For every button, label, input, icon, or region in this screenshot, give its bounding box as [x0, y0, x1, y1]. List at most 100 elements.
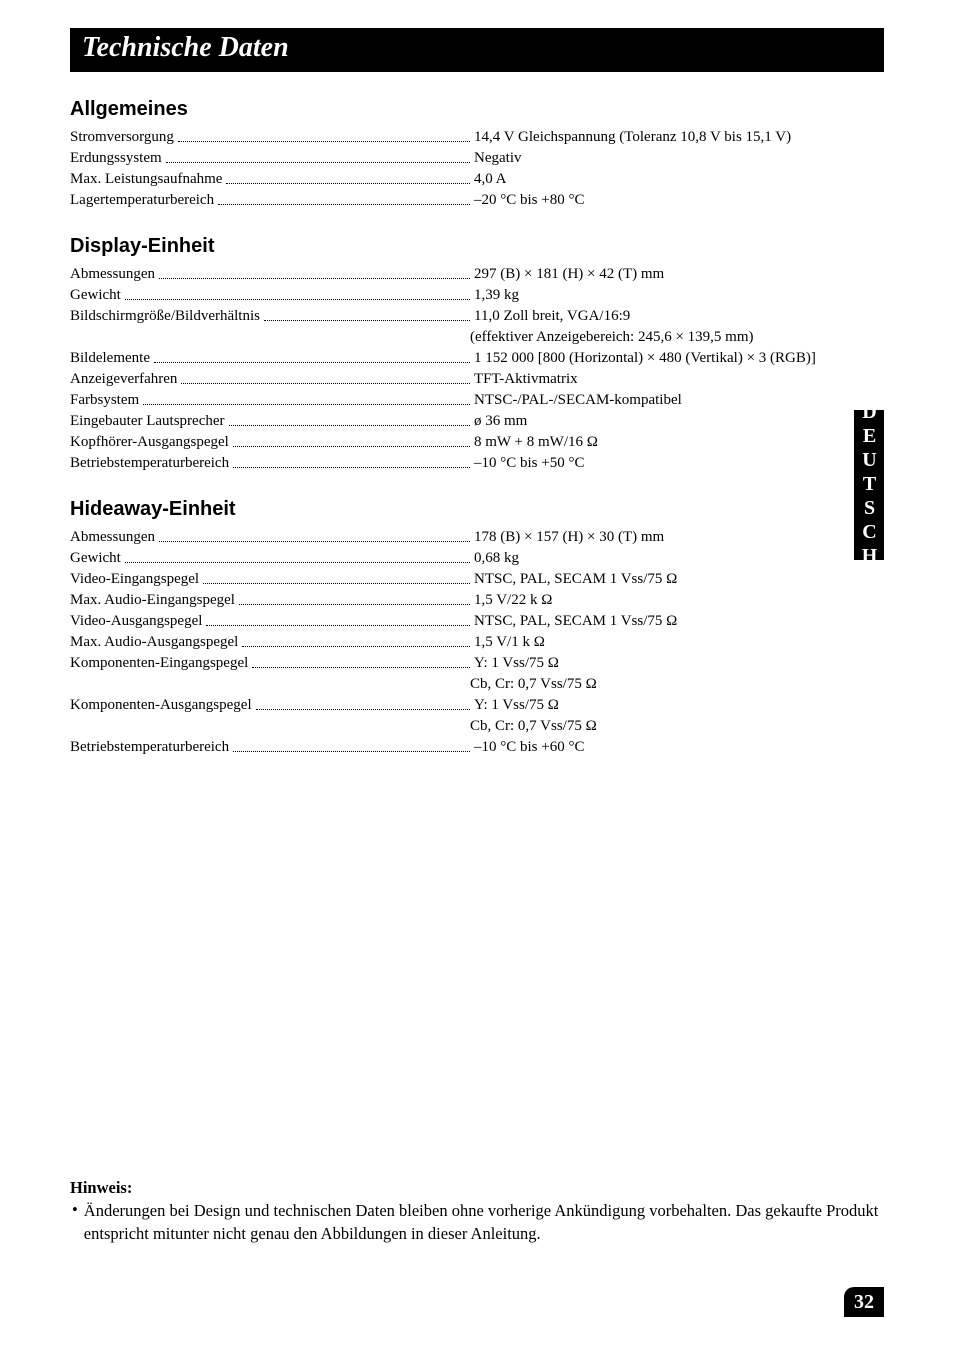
- leader-dots: [264, 306, 470, 321]
- spec-row: Eingebauter Lautsprecher ø 36 mm: [70, 411, 884, 432]
- spec-label: Erdungssystem: [70, 148, 162, 169]
- note-text: Änderungen bei Design und technischen Da…: [84, 1200, 884, 1245]
- spec-label: Abmessungen: [70, 264, 155, 285]
- page: Technische Daten AllgemeinesStromversorg…: [0, 0, 954, 1355]
- spec-row: Max. Audio-Ausgangspegel 1,5 V/1 k Ω: [70, 632, 884, 653]
- leader-dots: [125, 285, 470, 300]
- spec-value-col: 11,0 Zoll breit, VGA/16:9: [474, 306, 884, 327]
- spec-label: Kopfhörer-Ausgangspegel: [70, 432, 229, 453]
- spec-label: Max. Audio-Ausgangspegel: [70, 632, 238, 653]
- spec-value-col: 297 (B) × 181 (H) × 42 (T) mm: [474, 264, 884, 285]
- spec-row: Max. Audio-Eingangspegel 1,5 V/22 k Ω: [70, 590, 884, 611]
- spec-value: 14,4 V Gleichspannung (Toleranz 10,8 V b…: [474, 129, 791, 145]
- spec-value-col: Negativ: [474, 148, 884, 169]
- spec-label: Bildelemente: [70, 348, 150, 369]
- spec-row: Betriebstemperaturbereich –10 °C bis +50 …: [70, 453, 884, 474]
- spec-value-col: 1 152 000 [800 (Horizontal) × 480 (Verti…: [474, 348, 884, 369]
- spec-value: –10 °C bis +50 °C: [474, 455, 584, 471]
- spec-row: Komponenten-Ausgangspegel Y: 1 Vss/75 Ω: [70, 695, 884, 716]
- spec-value-col: NTSC, PAL, SECAM 1 Vss/75 Ω: [474, 611, 884, 632]
- spec-row: Gewicht 1,39 kg: [70, 285, 884, 306]
- spec-value: 297 (B) × 181 (H) × 42 (T) mm: [474, 266, 664, 282]
- spec-value-col: NTSC, PAL, SECAM 1 Vss/75 Ω: [474, 569, 884, 590]
- leader-dots: [159, 527, 470, 542]
- spec-value: 1,5 V/22 k Ω: [474, 592, 552, 608]
- leader-dots: [181, 369, 470, 384]
- leader-dots: [143, 390, 470, 405]
- spec-value: Y: 1 Vss/75 Ω: [474, 655, 559, 671]
- spec-value-col: 14,4 V Gleichspannung (Toleranz 10,8 V b…: [474, 127, 884, 148]
- section-heading: Display-Einheit: [70, 235, 884, 258]
- spec-value: NTSC-/PAL-/SECAM-kompatibel: [474, 392, 682, 408]
- leader-dots: [233, 453, 470, 468]
- spec-value: –20 °C bis +80 °C: [474, 192, 584, 208]
- leader-dots: [166, 148, 470, 163]
- spec-label: Abmessungen: [70, 527, 155, 548]
- spec-label: Video-Ausgangspegel: [70, 611, 202, 632]
- spec-value-col: –10 °C bis +50 °C: [474, 453, 884, 474]
- spec-value: TFT-Aktivmatrix: [474, 371, 578, 387]
- leader-dots: [233, 432, 470, 447]
- spec-value-continuation: (effektiver Anzeigebereich: 245,6 × 139,…: [470, 327, 884, 348]
- spec-label: Max. Leistungsaufnahme: [70, 169, 222, 190]
- note-block: Hinweis: • Änderungen bei Design und tec…: [70, 1178, 884, 1245]
- spec-row: Bildschirmgröße/Bildverhältnis11,0 Zoll …: [70, 306, 884, 327]
- spec-value: 178 (B) × 157 (H) × 30 (T) mm: [474, 529, 664, 545]
- spec-label: Lagertemperaturbereich: [70, 190, 214, 211]
- spec-value-continuation: Cb, Cr: 0,7 Vss/75 Ω: [470, 674, 884, 695]
- spec-value: 8 mW + 8 mW/16 Ω: [474, 434, 598, 450]
- spec-row: Video-Ausgangspegel NTSC, PAL, SECAM 1 Vs…: [70, 611, 884, 632]
- spec-row: Gewicht0,68 kg: [70, 548, 884, 569]
- section: Hideaway-Einheit Abmessungen 178 (B) × 157…: [70, 498, 884, 758]
- leader-dots: [239, 590, 470, 605]
- spec-value: 11,0 Zoll breit, VGA/16:9: [474, 308, 630, 324]
- spec-value: 1,5 V/1 k Ω: [474, 634, 545, 650]
- spec-value-col: –10 °C bis +60 °C: [474, 737, 884, 758]
- section-heading: Hideaway-Einheit: [70, 498, 884, 521]
- spec-row: Erdungssystem Negativ: [70, 148, 884, 169]
- spec-value-col: ø 36 mm: [474, 411, 884, 432]
- spec-value: 1,39 kg: [474, 287, 519, 303]
- spec-value-col: Y: 1 Vss/75 Ω: [474, 695, 884, 716]
- leader-dots: [159, 264, 470, 279]
- spec-value-continuation: Cb, Cr: 0,7 Vss/75 Ω: [470, 716, 884, 737]
- spec-label: Komponenten-Ausgangspegel: [70, 695, 252, 716]
- leader-dots: [154, 348, 470, 363]
- note-body: • Änderungen bei Design und technischen …: [70, 1200, 884, 1245]
- spec-row: Lagertemperaturbereich –20 °C bis +80 °C: [70, 190, 884, 211]
- sections-container: AllgemeinesStromversorgung14,4 V Gleichs…: [70, 98, 884, 758]
- spec-value-col: –20 °C bis +80 °C: [474, 190, 884, 211]
- spec-value-col: 178 (B) × 157 (H) × 30 (T) mm: [474, 527, 884, 548]
- language-tab: DEUTSCH: [854, 410, 884, 560]
- note-title: Hinweis:: [70, 1178, 884, 1198]
- spec-row: Abmessungen 178 (B) × 157 (H) × 30 (T) mm: [70, 527, 884, 548]
- spec-label: Eingebauter Lautsprecher: [70, 411, 225, 432]
- spec-value-col: 1,5 V/1 k Ω: [474, 632, 884, 653]
- spec-label: Betriebstemperaturbereich: [70, 453, 229, 474]
- spec-label: Stromversorgung: [70, 127, 174, 148]
- spec-value-col: NTSC-/PAL-/SECAM-kompatibel: [474, 390, 884, 411]
- spec-value: 0,68 kg: [474, 550, 519, 566]
- spec-label: Max. Audio-Eingangspegel: [70, 590, 235, 611]
- spec-label: Betriebstemperaturbereich: [70, 737, 229, 758]
- spec-label: Gewicht: [70, 285, 121, 306]
- spec-value-col: 8 mW + 8 mW/16 Ω: [474, 432, 884, 453]
- spec-value: ø 36 mm: [474, 413, 527, 429]
- spec-row: FarbsystemNTSC-/PAL-/SECAM-kompatibel: [70, 390, 884, 411]
- spec-value: 4,0 A: [474, 171, 507, 187]
- spec-row: Abmessungen 297 (B) × 181 (H) × 42 (T) mm: [70, 264, 884, 285]
- spec-row: Anzeigeverfahren TFT-Aktivmatrix: [70, 369, 884, 390]
- spec-value-col: 0,68 kg: [474, 548, 884, 569]
- leader-dots: [206, 611, 470, 626]
- spec-label: Anzeigeverfahren: [70, 369, 177, 390]
- leader-dots: [233, 737, 470, 752]
- leader-dots: [256, 695, 470, 710]
- spec-value: Negativ: [474, 150, 521, 166]
- spec-row: Betriebstemperaturbereich –10 °C bis +60 …: [70, 737, 884, 758]
- spec-row: Video-EingangspegelNTSC, PAL, SECAM 1 Vs…: [70, 569, 884, 590]
- leader-dots: [218, 190, 470, 205]
- leader-dots: [203, 569, 470, 584]
- page-number: 32: [844, 1287, 884, 1317]
- spec-row: Bildelemente 1 152 000 [800 (Horizontal) …: [70, 348, 884, 369]
- spec-value: NTSC, PAL, SECAM 1 Vss/75 Ω: [474, 613, 677, 629]
